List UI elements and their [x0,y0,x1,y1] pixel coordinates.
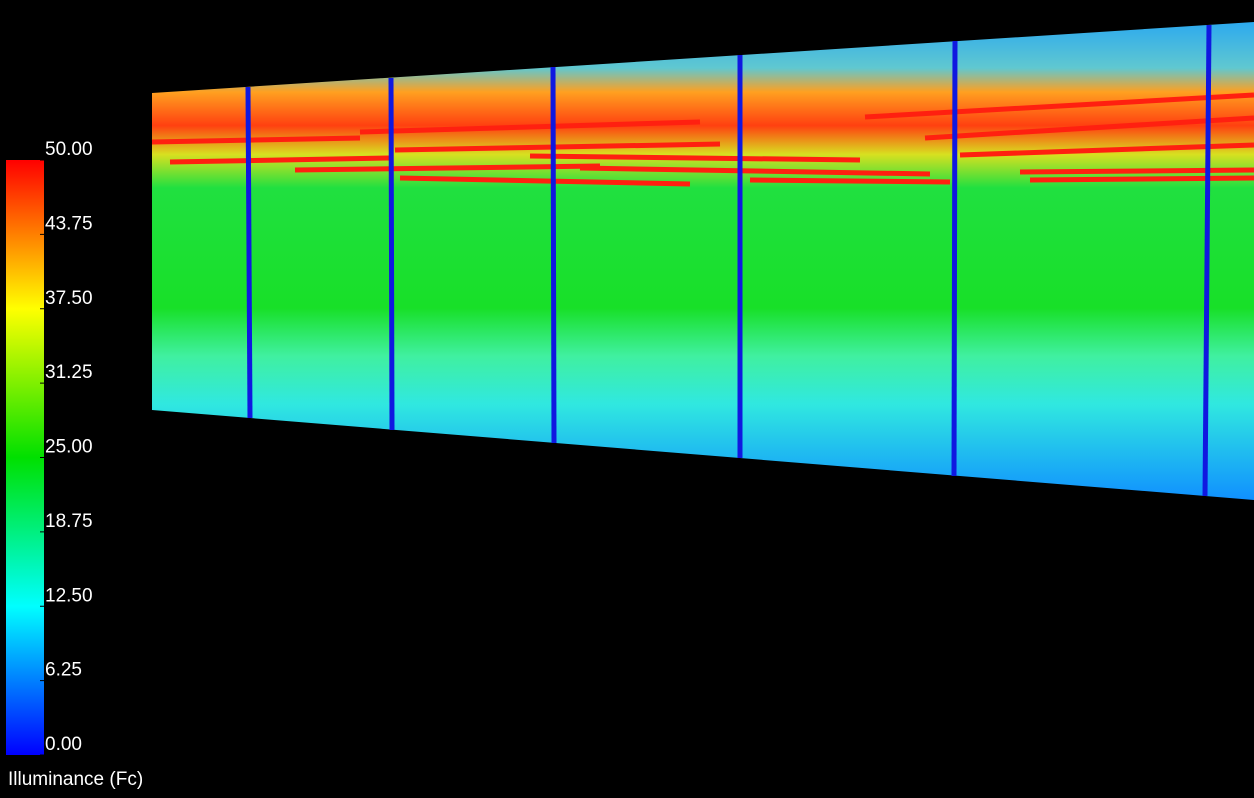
scene [152,22,1254,500]
tick-label: 12.50 [45,585,93,606]
tick-label: 31.25 [45,362,93,383]
tick-label: 0.00 [45,734,82,755]
viewport: Illuminance (Fc) 0.00 6.25 12.50 18.75 25.00… [0,0,1254,798]
tick-label: 18.75 [45,511,93,532]
legend-title: Illuminance (Fc) [8,769,143,790]
color-legend: Illuminance (Fc) 0.00 6.25 12.50 18.75 25.00… [6,139,143,790]
tick-label: 37.50 [45,288,93,309]
tick-label: 43.75 [45,213,93,234]
tick-label: 25.00 [45,437,93,458]
tick-label: 50.00 [45,139,93,160]
color-scale [6,160,44,755]
tick-label: 6.25 [45,660,82,681]
wall-surface [152,22,1254,500]
